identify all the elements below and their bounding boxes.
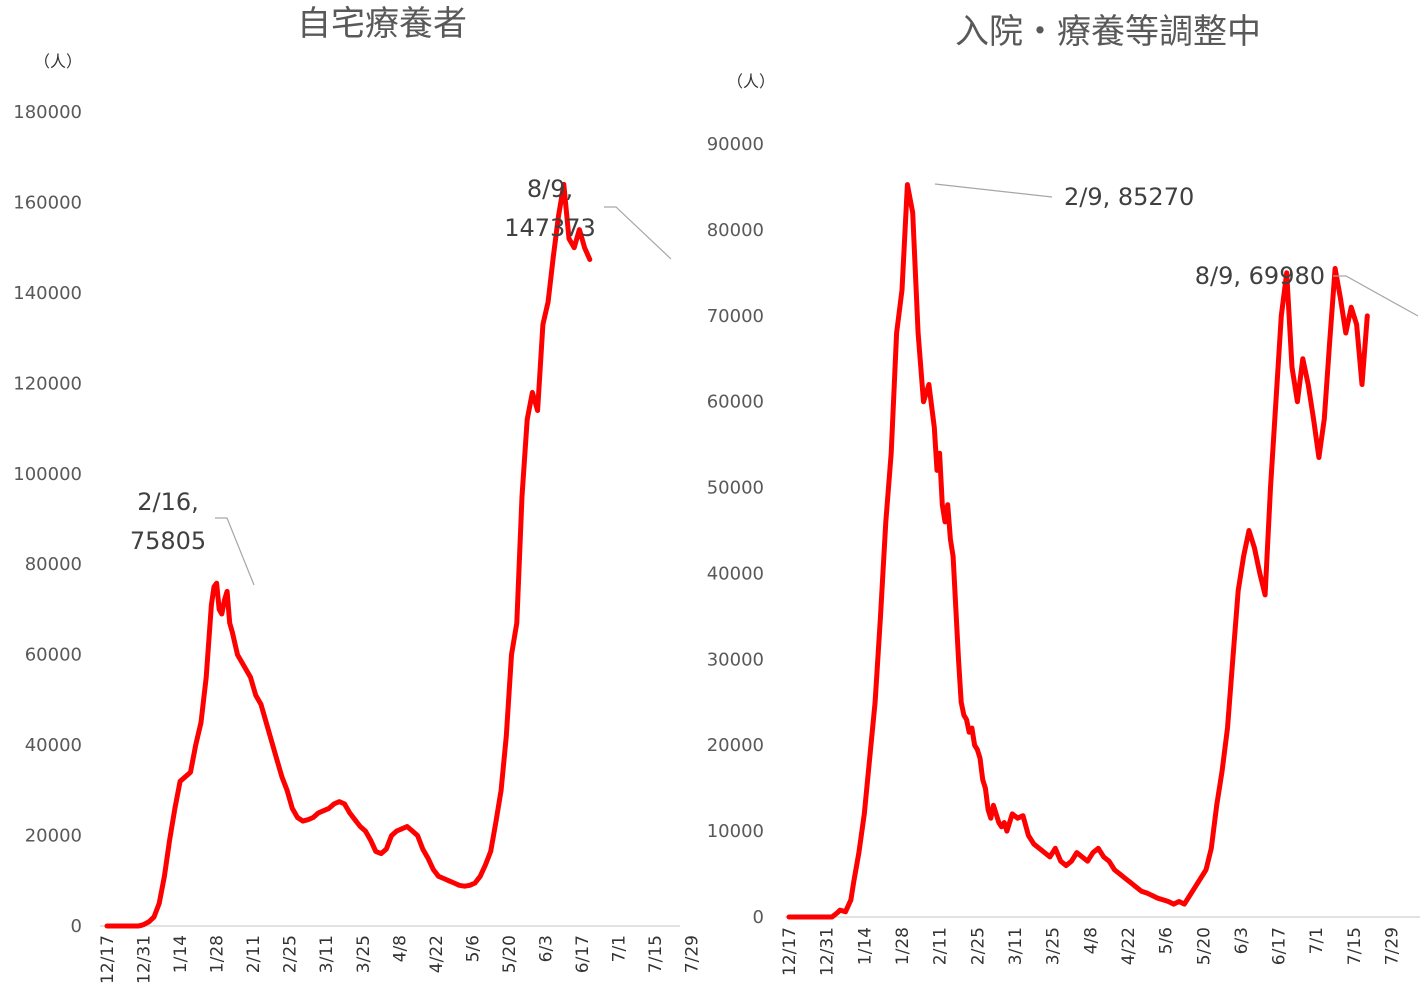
chart1-annotation-1-line1: 2/16, (137, 488, 199, 516)
y-tick-label: 120000 (13, 373, 82, 394)
chart1-y-axis: 0 20000 40000 60000 80000 100000 120000 140000 1… (13, 102, 82, 937)
x-tick-label: 7/29 (683, 935, 703, 973)
x-tick-label: 4/22 (427, 935, 447, 973)
chart1-annotation-1-line2: 75805 (130, 527, 206, 555)
chart2-series-line (786, 182, 1370, 920)
x-tick-label: 5/6 (463, 935, 483, 962)
chart2-annotation-2: 8/9, 69980 (1195, 262, 1325, 290)
y-tick-label: 70000 (707, 306, 764, 327)
chart1-unit-label: （人） (34, 52, 82, 71)
y-tick-label: 100000 (13, 464, 82, 485)
chart1-leader-line-2 (604, 206, 672, 260)
x-tick-label: 1/14 (855, 927, 875, 965)
chart1-title: 自宅療養者 (297, 4, 467, 44)
y-tick-label: 0 (753, 907, 764, 928)
x-tick-label: 6/3 (536, 935, 556, 962)
x-tick-label: 7/29 (1383, 927, 1403, 965)
x-tick-label: 3/25 (1044, 927, 1064, 965)
x-tick-label: 1/14 (171, 935, 191, 973)
chart2-annotation-1: 2/9, 85270 (1064, 183, 1194, 211)
x-tick-label: 1/28 (208, 935, 228, 973)
y-tick-label: 30000 (707, 649, 764, 670)
x-tick-label: 4/22 (1119, 927, 1139, 965)
x-tick-label: 2/11 (244, 935, 264, 973)
x-tick-label: 6/3 (1232, 927, 1252, 954)
x-tick-label: 2/25 (968, 927, 988, 965)
y-tick-label: 20000 (707, 735, 764, 756)
x-tick-label: 7/15 (1345, 927, 1365, 965)
chart2-x-axis: 12/17 12/31 1/14 1/28 2/11 2/25 3/11 3/25 4/8 4/2… (780, 927, 1403, 976)
x-tick-label: 5/6 (1157, 927, 1177, 954)
y-tick-label: 0 (71, 916, 82, 937)
chart2-unit-label: （人） (727, 72, 775, 91)
x-tick-label: 7/1 (610, 935, 630, 962)
y-tick-label: 50000 (707, 478, 764, 499)
chart1-series-line (104, 181, 593, 929)
chart2-leader-line-2 (1333, 275, 1419, 317)
y-tick-label: 20000 (25, 826, 82, 847)
x-tick-label: 5/20 (500, 935, 520, 973)
x-tick-label: 7/15 (646, 935, 666, 973)
chart2-y-axis: 0 10000 20000 30000 40000 50000 60000 70000 8000… (707, 134, 764, 928)
x-tick-label: 12/31 (818, 927, 838, 976)
y-tick-label: 60000 (25, 645, 82, 666)
x-tick-label: 5/20 (1194, 927, 1214, 965)
x-tick-label: 3/25 (354, 935, 374, 973)
x-tick-label: 2/11 (931, 927, 951, 965)
x-tick-label: 4/8 (1081, 927, 1101, 954)
x-tick-label: 7/1 (1307, 927, 1327, 954)
x-tick-label: 3/11 (317, 935, 337, 973)
chart1-annotation-2-line1: 8/9, (527, 175, 573, 203)
x-tick-label: 12/17 (780, 927, 800, 976)
chart-home-care: 自宅療養者 （人） 0 20000 40000 60000 80000 100000 120… (13, 4, 702, 984)
chart1-annotation-2-line2: 147373 (504, 214, 596, 242)
y-tick-label: 140000 (13, 283, 82, 304)
x-tick-label: 3/11 (1006, 927, 1026, 965)
y-tick-label: 80000 (707, 220, 764, 241)
x-tick-label: 1/28 (893, 927, 913, 965)
x-tick-label: 2/25 (281, 935, 301, 973)
chart2-leader-line-1 (934, 183, 1053, 198)
x-tick-label: 12/17 (98, 935, 118, 984)
chart-adjusting: 入院・療養等調整中 （人） 0 10000 20000 30000 40000 50000… (707, 12, 1420, 976)
x-tick-label: 6/17 (573, 935, 593, 973)
y-tick-label: 80000 (25, 554, 82, 575)
chart1-leader-line-1 (215, 517, 255, 586)
x-tick-label: 6/17 (1270, 927, 1290, 965)
y-tick-label: 40000 (25, 735, 82, 756)
chart2-title: 入院・療養等調整中 (955, 12, 1261, 52)
y-tick-label: 90000 (707, 134, 764, 155)
y-tick-label: 10000 (707, 821, 764, 842)
y-tick-label: 40000 (707, 563, 764, 584)
y-tick-label: 180000 (13, 102, 82, 123)
x-tick-label: 4/8 (390, 935, 410, 962)
y-tick-label: 160000 (13, 192, 82, 213)
y-tick-label: 60000 (707, 392, 764, 413)
x-tick-label: 12/31 (135, 935, 155, 984)
chart1-x-axis: 12/17 12/31 1/14 1/28 2/11 2/25 3/11 3/25 4/8 4/2… (98, 935, 703, 984)
